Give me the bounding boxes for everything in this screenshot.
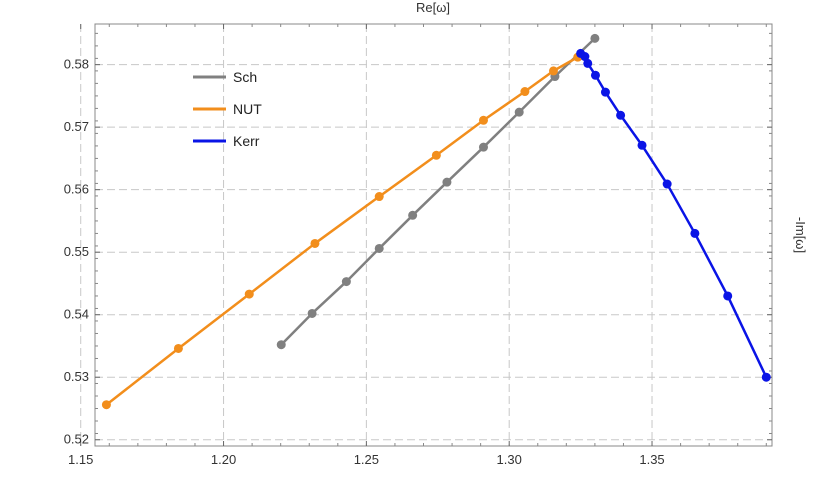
data-point-nut — [173, 343, 183, 353]
data-point-nut — [431, 150, 441, 160]
data-point-kerr — [723, 291, 733, 301]
data-point-kerr — [690, 228, 700, 238]
plot-frame — [94, 23, 773, 447]
data-point-sch — [478, 142, 488, 152]
series-line-nut — [105, 56, 579, 406]
data-point-sch — [276, 340, 286, 350]
y-axis-title: -Im[ω] — [793, 217, 808, 253]
data-point-kerr — [637, 140, 647, 150]
data-point-nut — [101, 400, 111, 410]
legend-label-kerr: Kerr — [233, 133, 260, 149]
y-tick-label: 0.55 — [64, 244, 89, 259]
y-tick-label: 0.56 — [64, 182, 89, 197]
data-point-sch — [514, 107, 524, 117]
data-point-kerr — [616, 110, 626, 120]
data-point-sch — [590, 33, 600, 43]
x-tick-label: 1.30 — [497, 452, 522, 467]
x-tick-label: 1.20 — [211, 452, 236, 467]
data-point-nut — [548, 66, 558, 76]
y-tick-label: 0.58 — [64, 57, 89, 72]
y-tick-label: 0.54 — [64, 307, 89, 322]
legend: Sch NUT Kerr — [193, 69, 262, 149]
legend-label-sch: Sch — [233, 69, 257, 85]
data-point-nut — [244, 289, 254, 299]
series-line-sch — [280, 37, 596, 346]
x-tick-label: 1.25 — [354, 452, 379, 467]
data-point-kerr — [580, 52, 590, 62]
legend-label-nut: NUT — [233, 101, 262, 117]
y-tick-label: 0.53 — [64, 369, 89, 384]
x-axis-title: Re[ω] — [416, 0, 450, 15]
data-point-sch — [408, 210, 418, 220]
x-tick-label: 1.15 — [68, 452, 93, 467]
y-tick-label: 0.57 — [64, 119, 89, 134]
data-point-kerr — [583, 58, 593, 68]
data-point-kerr — [590, 70, 600, 80]
data-point-kerr — [662, 179, 672, 189]
x-tick-label: 1.35 — [639, 452, 664, 467]
series-lines — [101, 33, 771, 410]
data-point-kerr — [600, 87, 610, 97]
data-point-sch — [442, 177, 452, 187]
data-point-nut — [520, 87, 530, 97]
axis-ticks: 1.15 1.20 1.25 1.30 1.35 0.52 0.53 0.54 0.55 0.56… — [64, 24, 772, 467]
y-tick-label: 0.52 — [64, 432, 89, 447]
data-point-kerr — [761, 372, 771, 382]
data-point-sch — [374, 243, 384, 253]
data-point-nut — [310, 238, 320, 248]
data-point-nut — [374, 192, 384, 202]
data-point-sch — [341, 277, 351, 287]
data-point-nut — [478, 115, 488, 125]
grid — [80, 24, 772, 446]
data-point-sch — [307, 308, 317, 318]
